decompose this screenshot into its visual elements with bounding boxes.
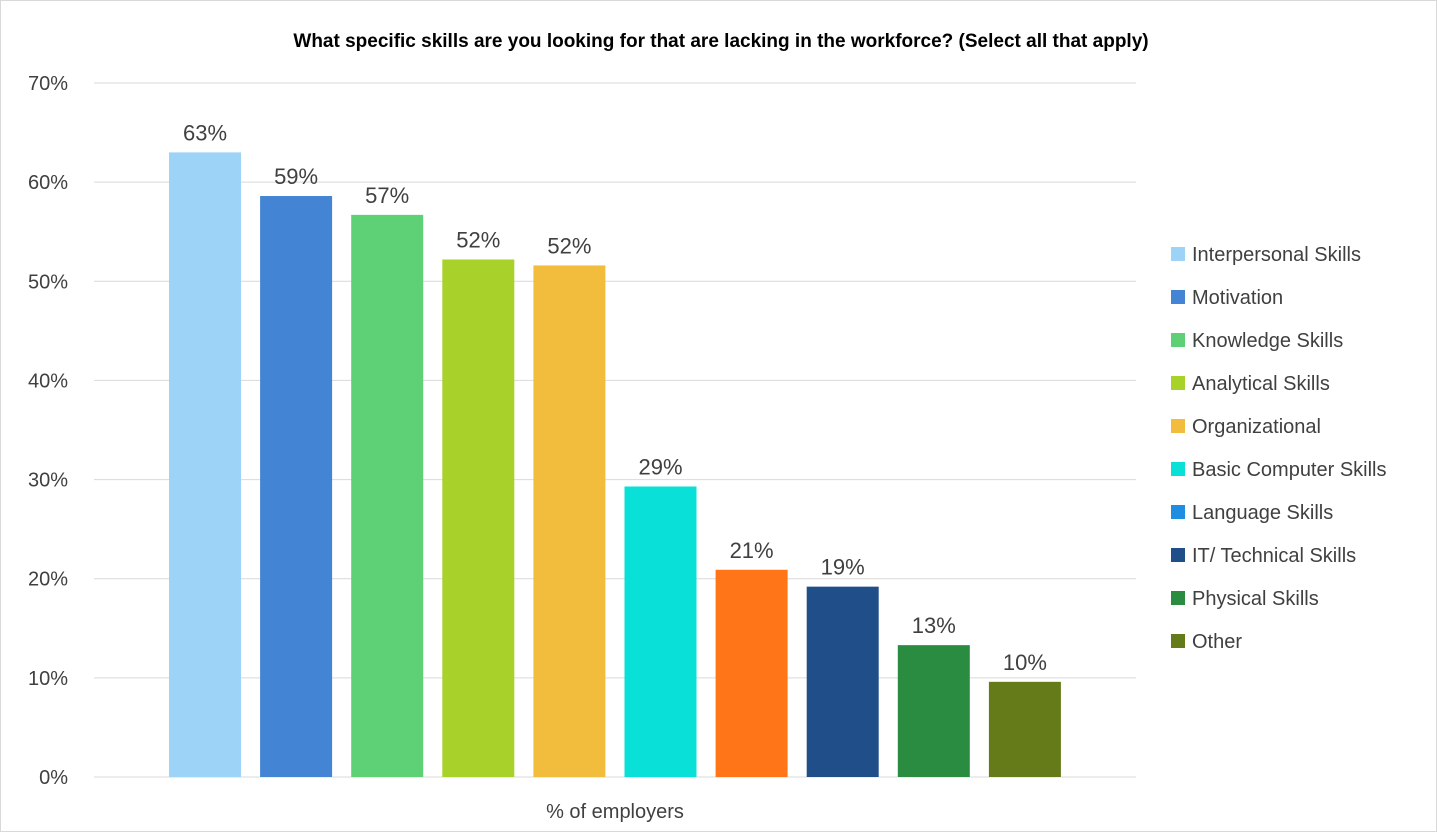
bar <box>169 152 241 777</box>
legend-entry-label: Organizational <box>1192 416 1321 438</box>
data-label: 29% <box>638 455 682 480</box>
legend-entry-label: Interpersonal Skills <box>1192 244 1361 266</box>
legend-swatch <box>1171 462 1185 476</box>
y-tick-label: 50% <box>28 271 68 293</box>
bar <box>715 569 788 777</box>
data-label: 13% <box>912 613 956 638</box>
bar <box>806 586 879 777</box>
data-label: 21% <box>730 538 774 563</box>
legend-swatch <box>1171 591 1185 605</box>
legend-swatch <box>1171 634 1185 648</box>
y-tick-label: 40% <box>28 370 68 392</box>
legend-swatch <box>1171 505 1185 519</box>
data-label: 63% <box>183 120 227 145</box>
bar <box>624 486 697 777</box>
data-label: 52% <box>456 227 500 252</box>
y-axis-ticks: 0% 10% 20% 30% 40% 50% 60% 70% <box>28 73 68 789</box>
bar <box>897 645 970 777</box>
legend-swatch <box>1171 333 1185 347</box>
legend-entry-label: Language Skills <box>1192 502 1333 524</box>
data-labels: 63% 59% 57% 52% 52% 29% 21% 19% 13% 10% <box>183 120 1047 674</box>
bar <box>533 265 606 777</box>
legend-entry-label: Basic Computer Skills <box>1192 459 1387 481</box>
legend-swatch <box>1171 290 1185 304</box>
legend-entry-label: Motivation <box>1192 287 1283 309</box>
data-label: 10% <box>1003 650 1047 675</box>
gridlines <box>94 82 1136 778</box>
y-tick-label: 60% <box>28 172 68 194</box>
y-tick-label: 0% <box>39 767 68 789</box>
chart-title: What specific skills are you looking for… <box>293 31 1148 52</box>
x-axis-label: % of employers <box>546 801 684 823</box>
legend-swatch <box>1171 419 1185 433</box>
data-label: 59% <box>274 164 318 189</box>
bar <box>988 681 1061 777</box>
bar <box>260 196 333 778</box>
legend-entry-label: IT/ Technical Skills <box>1192 545 1356 567</box>
y-tick-label: 20% <box>28 569 68 591</box>
legend-swatch <box>1171 376 1185 390</box>
bar <box>442 259 515 778</box>
legend-entry-label: Other <box>1192 631 1242 653</box>
data-label: 57% <box>365 183 409 208</box>
legend-entry-label: Physical Skills <box>1192 588 1319 610</box>
legend-swatch <box>1171 548 1185 562</box>
legend-swatch <box>1171 247 1185 261</box>
bar <box>351 214 424 778</box>
y-tick-label: 10% <box>28 668 68 690</box>
data-label: 52% <box>547 233 591 258</box>
bars <box>169 152 1061 778</box>
y-tick-label: 30% <box>28 470 68 492</box>
legend-entry-label: Knowledge Skills <box>1192 330 1343 352</box>
y-tick-label: 70% <box>28 73 68 95</box>
data-label: 19% <box>821 555 865 580</box>
legend: Interpersonal Skills Motivation Knowledge … <box>1171 244 1387 653</box>
legend-entry-label: Analytical Skills <box>1192 373 1330 395</box>
